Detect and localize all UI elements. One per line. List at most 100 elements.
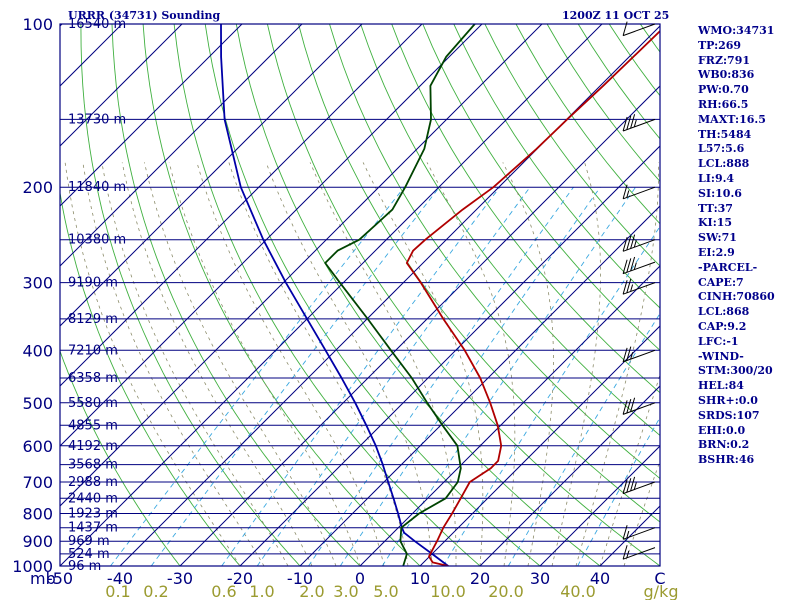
moist-adiabat-20: [362, 162, 484, 566]
pressure-tick-label: 800: [22, 505, 53, 524]
index-line: STM:300/20: [698, 364, 773, 378]
height-label: 13730 m: [68, 112, 126, 127]
mixing-ratio-label: 5.0: [373, 582, 398, 600]
pressure-tick-label: 700: [22, 473, 53, 492]
isotherm--20: [239, 145, 660, 566]
mixing-ratio-label: 10.0: [430, 582, 466, 600]
index-line: LFC:-1: [698, 334, 739, 348]
isotherm--50: [60, 24, 603, 566]
index-line: CAP:9.2: [698, 319, 747, 333]
station-title: URRR (34731) Sounding: [68, 9, 221, 22]
index-line: LCL:868: [698, 305, 750, 319]
moist-adiabat--16: [82, 162, 265, 566]
index-line: SHR+:0.0: [698, 393, 758, 407]
index-line: BRN:0.2: [698, 438, 750, 452]
index-line: LCL:888: [698, 157, 750, 171]
moist-adiabat--12: [101, 162, 289, 566]
indices-panel: WMO:34731 TP:269 FRZ:791 WB0:836 PW:0.70 RH:6…: [698, 24, 798, 468]
temperature-tick-label: 10: [410, 569, 430, 588]
isotherm--10: [299, 205, 660, 566]
index-line: EHI:0.0: [698, 423, 746, 437]
mixing-ratio-label: 0.6: [211, 582, 236, 600]
height-label: 7210 m: [68, 343, 118, 358]
chart-series: [220, 24, 660, 566]
mixing-ratio-label: 3.0: [333, 582, 358, 600]
mixing-ratio-label: g/kg: [644, 582, 679, 600]
index-line: L57:5.6: [698, 142, 745, 156]
index-line: -WIND-: [698, 349, 744, 363]
pressure-tick-label: 1000: [12, 557, 53, 576]
isotherm-20: [479, 385, 660, 566]
dry-adiabat-10: [142, 24, 421, 566]
temperature-tick-label: -30: [167, 569, 193, 588]
temperature-tick-label: C: [654, 569, 665, 588]
isotherm-10: [419, 325, 660, 566]
index-line: TH:5484: [698, 127, 752, 141]
height-label: 9190 m: [68, 276, 118, 291]
pressure-tick-label: 900: [22, 532, 53, 551]
index-line: KI:15: [698, 216, 733, 230]
height-label: 969 m: [68, 534, 110, 549]
temperature-tick-label: 30: [530, 569, 550, 588]
moist-adiabat--8: [121, 162, 313, 566]
dry-adiabat-0: [111, 24, 361, 566]
parcel-path: [220, 24, 449, 566]
isotherm-30: [539, 445, 660, 566]
isotherm--100: [60, 24, 303, 267]
index-line: EI:2.9: [698, 245, 735, 259]
temperature-tick-label: -50: [47, 569, 73, 588]
isotherm--30: [179, 85, 660, 566]
index-line: CAPE:7: [698, 275, 744, 289]
temperature-profile: [405, 29, 660, 566]
chart-labels: 16540 m 13730 m 11840 m 10380 m 9190 m 8129 m…: [12, 15, 678, 600]
wind-barb: [622, 114, 656, 132]
isotherm--120: [60, 24, 183, 147]
index-line: WMO:34731: [698, 24, 775, 37]
mixing-ratio-line: [442, 225, 660, 566]
mixing-ratio-label: 40.0: [560, 582, 596, 600]
mixing-ratio-line: [308, 186, 574, 566]
pressure-tick-label: 500: [22, 394, 53, 413]
index-line: BSHR:46: [698, 453, 755, 467]
height-label: 524 m: [68, 547, 110, 562]
index-line: LI:9.4: [698, 171, 735, 185]
wind-barb: [622, 256, 656, 275]
moist-adiabat-32: [551, 162, 601, 566]
index-line: -PARCEL-: [698, 260, 758, 274]
height-label: 1437 m: [68, 521, 118, 536]
index-line: TP:269: [698, 38, 742, 52]
height-label: 96 m: [68, 559, 101, 574]
dry-adiabat-30: [204, 24, 541, 566]
moist-adiabat-12: [265, 162, 433, 566]
height-label: 6358 m: [68, 371, 118, 386]
height-label: 8129 m: [68, 312, 118, 327]
index-line: CINH:70860: [698, 290, 775, 304]
mixing-ratio-label: 2.0: [299, 582, 324, 600]
wind-barb: [622, 346, 656, 363]
moist-adiabat-36: [575, 162, 659, 566]
index-line: WB0:836: [698, 68, 755, 82]
height-label: 3568 m: [68, 458, 118, 473]
wind-barbs: [622, 21, 656, 560]
chart-grid: [60, 24, 660, 566]
mixing-ratio-line: [110, 186, 405, 566]
temperature-tick-label: -20: [227, 569, 253, 588]
temperature-tick-label: -40: [107, 569, 133, 588]
mixing-ratio-label: 1.0: [249, 582, 274, 600]
index-line: SI:10.6: [698, 186, 742, 200]
moist-adiabat-24: [426, 162, 516, 566]
dry-adiabat-50: [266, 24, 660, 566]
wind-barb: [622, 234, 656, 252]
temperature-tick-label: 20: [470, 569, 490, 588]
index-line: SRDS:107: [698, 408, 760, 422]
pressure-tick-label: 300: [22, 274, 53, 293]
wind-barb: [622, 21, 656, 37]
isotherm-0: [359, 265, 660, 566]
index-line: TT:37: [698, 201, 733, 215]
mixing-ratio-line: [150, 186, 440, 566]
wind-barb: [622, 525, 656, 540]
height-label: 4855 m: [68, 418, 118, 433]
plot-frame: [59, 23, 661, 567]
mixing-ratio-label: 20.0: [488, 582, 524, 600]
